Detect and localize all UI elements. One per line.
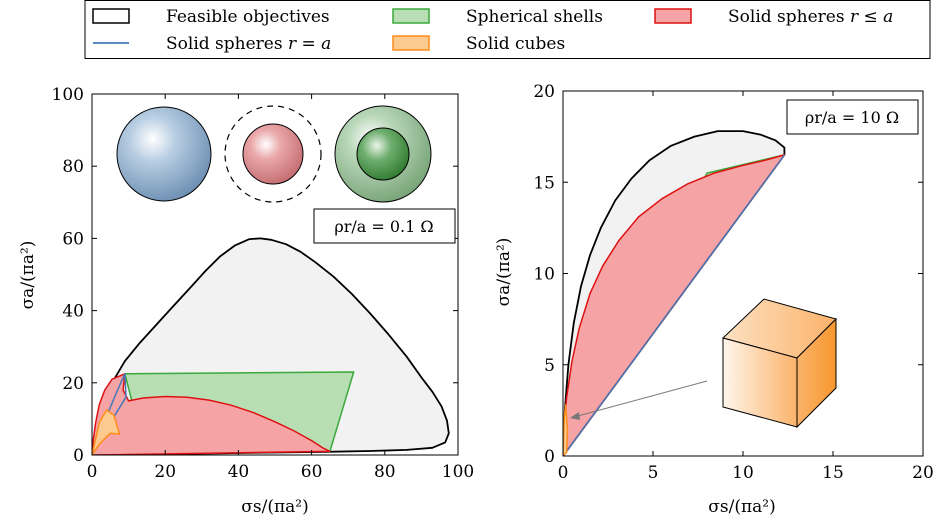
legend-entry-solid-spheres-r-le-a: Solid spheres r ≤ a [654,7,893,27]
x-tick-label: 15 [822,463,844,483]
x-tick-label: 80 [374,462,396,482]
chart-panel-right: 0 5 10 15 20 0 5 10 15 20 ρr/a = 10 Ω σs/(πa²) σa… [494,82,934,517]
y-tick-label: 40 [62,302,84,322]
legend-entry-feasible-objectives: Feasible objectives [92,7,330,27]
plot-frame-left [91,93,459,456]
dashed-circle-icon [224,105,322,203]
series-solid-cubes-left [92,409,121,455]
solid-sphere-icon [116,106,212,202]
legend-label: Spherical shells [466,7,603,27]
legend-frame [84,0,931,59]
cube-icon [722,298,837,429]
y-axis-label-right: σa/(πa²) [494,238,514,307]
y-tick-label: 0 [73,446,84,466]
x-tick-label: 10 [732,463,754,483]
legend-label: Solid spheres r ≤ a [728,7,893,27]
legend-label: Solid cubes [466,34,565,54]
legend-label: Solid spheres r = a [166,34,331,54]
x-tick-label: 0 [87,462,98,482]
y-tick-label: 100 [52,85,84,105]
legend-swatch [654,8,692,24]
y-axis-label-left: σa/(πa²) [18,241,38,310]
x-tick-label: 60 [301,462,323,482]
legend-entry-solid-spheres-r-eq-a: Solid spheres r = a [93,34,331,54]
y-tick-label: 80 [62,157,84,177]
series-solid-spheres-r-eq-a-right [563,154,786,456]
x-axis-label-right: σs/(πa²) [708,497,775,517]
annotation-right: ρr/a = 10 Ω [786,99,919,135]
small-sphere-icon [242,123,304,185]
x-tick-label: 40 [228,462,250,482]
legend: Feasible objectives Spherical shells Solid… [84,0,931,59]
x-tick-label: 20 [154,462,176,482]
legend-entry-spherical-shells: Spherical shells [392,7,603,27]
legend-label: Feasible objectives [166,7,330,27]
icons-left [116,105,432,203]
series-solid-cubes-right [563,404,569,456]
series-solid-spheres-r-le-a-left [92,373,331,455]
chart-panel-left: 0 20 40 60 80 100 0 20 40 60 80 100 ρr/a = 0.1 Ω σs… [18,85,474,517]
x-tick-label: 100 [442,462,474,482]
y-tick-label: 20 [62,374,84,394]
x-tick-label: 0 [558,463,569,483]
annotation-text-right: ρr/a = 10 Ω [805,108,899,127]
legend-entry-solid-cubes: Solid cubes [392,34,565,54]
legend-swatch [92,8,130,24]
annotation-text-left: ρr/a = 0.1 Ω [334,217,433,236]
x-tick-label: 20 [912,463,934,483]
y-tick-label: 0 [544,447,555,467]
x-tick-label: 5 [648,463,659,483]
shell-core-icon [356,127,410,181]
y-tick-label: 15 [533,173,555,193]
legend-swatch [392,8,430,24]
legend-swatch [392,35,430,51]
y-tick-label: 10 [533,265,555,285]
x-axis-label-left: σs/(πa²) [241,497,308,517]
pointer-arrow [570,380,708,420]
y-tick-label: 20 [533,82,555,102]
annotation-left: ρr/a = 0.1 Ω [313,208,456,244]
y-tick-label: 60 [62,229,84,249]
y-tick-label: 5 [544,356,555,376]
